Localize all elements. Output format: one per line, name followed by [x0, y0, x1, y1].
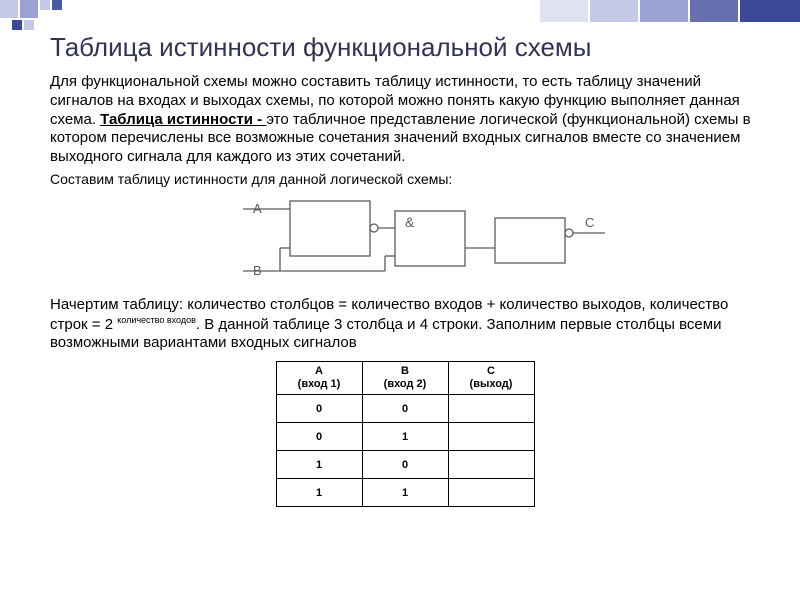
slide-content: Таблица истинности функциональной схемы …	[50, 32, 760, 507]
table-cell: 1	[276, 451, 362, 479]
logic-circuit-diagram: &АВС	[195, 193, 615, 288]
decor-square	[40, 0, 50, 10]
table-cell: 1	[276, 479, 362, 507]
table-cell: 1	[362, 423, 448, 451]
table-cell: 0	[362, 395, 448, 423]
definition-paragraph: Для функциональной схемы можно составить…	[50, 73, 760, 167]
table-cell: 0	[276, 395, 362, 423]
table-cell: 1	[362, 479, 448, 507]
decor-square	[640, 0, 688, 22]
para2: Составим таблицу истинности для данной л…	[50, 171, 760, 187]
table-cell: 0	[362, 451, 448, 479]
svg-text:&: &	[405, 214, 415, 230]
table-cell	[448, 451, 534, 479]
table-cell	[448, 479, 534, 507]
table-row: 01	[276, 423, 534, 451]
table-header-row: A(вход 1)B(вход 2)C(выход)	[276, 362, 534, 395]
decor-square	[0, 0, 18, 18]
table-cell	[448, 395, 534, 423]
table-row: 00	[276, 395, 534, 423]
slide-title: Таблица истинности функциональной схемы	[50, 32, 760, 63]
table-header-cell: A(вход 1)	[276, 362, 362, 395]
table-header-cell: B(вход 2)	[362, 362, 448, 395]
decor-square	[590, 0, 638, 22]
term-truth-table: Таблица истинности -	[100, 111, 266, 128]
decor-square	[24, 20, 34, 30]
table-row: 11	[276, 479, 534, 507]
table-body: 00011011	[276, 395, 534, 507]
decor-square	[740, 0, 800, 22]
decor-square	[690, 0, 738, 22]
table-cell	[448, 423, 534, 451]
truth-table: A(вход 1)B(вход 2)C(выход) 00011011	[276, 361, 535, 507]
decor-square	[540, 0, 588, 22]
para3: Начертим таблицу: количество столбцов = …	[50, 296, 760, 353]
para3-sup: количество входов	[117, 315, 196, 325]
table-row: 10	[276, 451, 534, 479]
table-header-cell: C(выход)	[448, 362, 534, 395]
decor-square	[20, 0, 38, 18]
decor-square	[52, 0, 62, 10]
decor-square	[12, 20, 22, 30]
svg-text:С: С	[585, 215, 594, 230]
table-cell: 0	[276, 423, 362, 451]
